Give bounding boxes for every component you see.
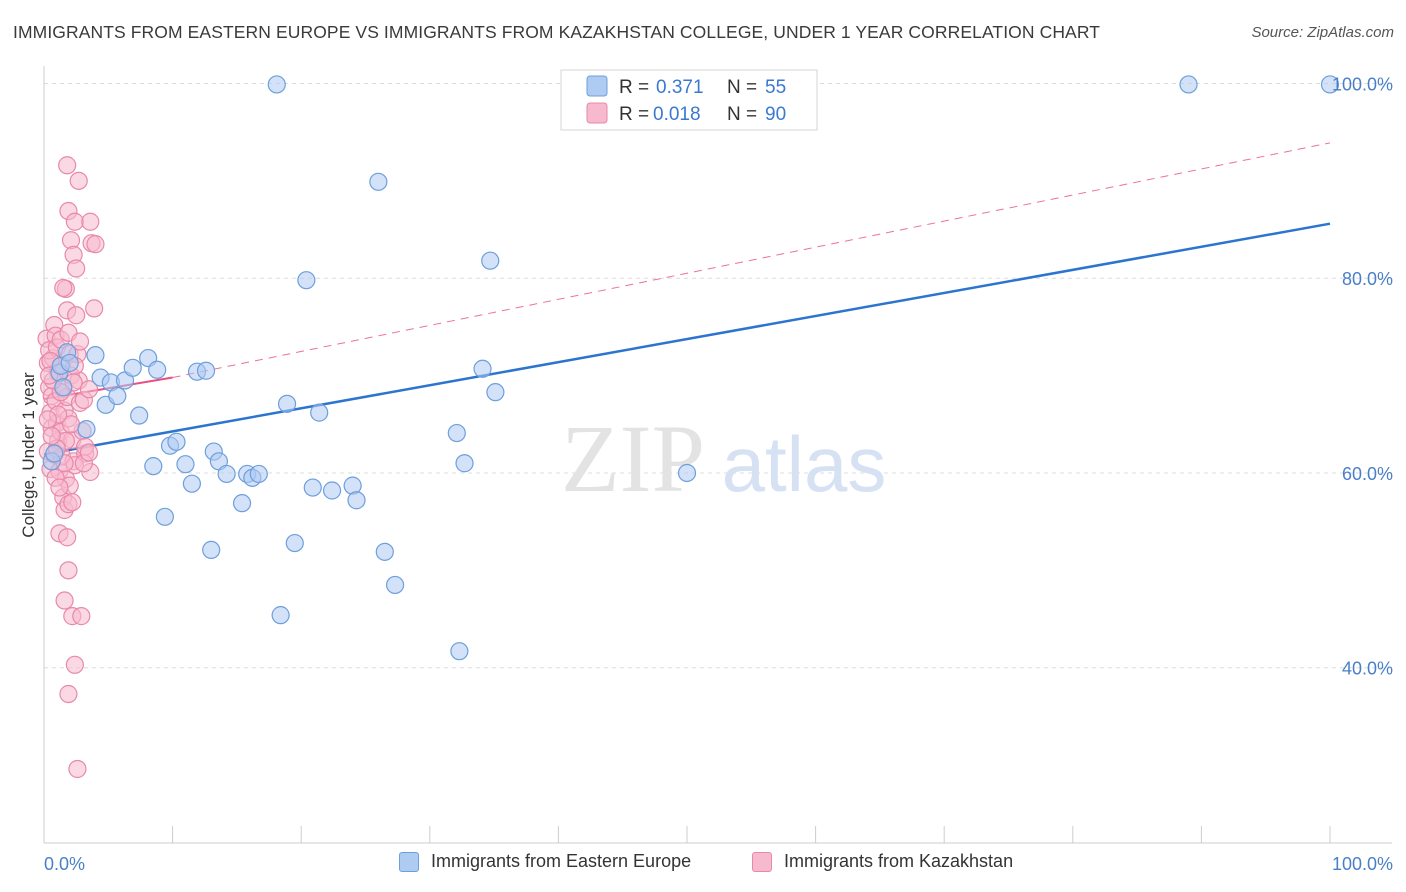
point-eastern-europe — [369, 172, 388, 191]
point-kazakhstan — [42, 426, 61, 446]
point-eastern-europe — [86, 346, 105, 365]
point-eastern-europe — [176, 455, 195, 474]
point-kazakhstan — [85, 299, 104, 318]
point-eastern-europe — [202, 540, 221, 560]
legend-r-label: R = — [619, 77, 649, 98]
point-eastern-europe — [1179, 75, 1198, 94]
point-eastern-europe — [271, 606, 290, 625]
point-kazakhstan — [55, 591, 74, 610]
y-tick-label: 60.0% — [1342, 464, 1393, 484]
point-eastern-europe — [148, 360, 167, 379]
point-eastern-europe — [123, 358, 142, 377]
legend-n-value: 55 — [765, 77, 786, 98]
point-kazakhstan — [72, 607, 91, 626]
point-eastern-europe — [297, 271, 316, 290]
trend-line-eastern-europe — [43, 222, 1331, 456]
point-kazakhstan — [38, 410, 57, 429]
point-kazakhstan — [65, 212, 84, 231]
point-kazakhstan — [63, 493, 82, 512]
point-eastern-europe — [450, 642, 469, 661]
legend-n-label: N = — [727, 77, 757, 98]
point-eastern-europe — [196, 361, 216, 380]
point-eastern-europe — [447, 423, 466, 443]
point-kazakhstan — [58, 156, 77, 175]
point-eastern-europe — [486, 383, 505, 402]
point-eastern-europe — [167, 432, 186, 451]
x-tick-label: 0.0% — [44, 854, 85, 874]
legend-swatch-blue — [586, 75, 608, 97]
point-eastern-europe — [249, 464, 268, 484]
point-eastern-europe — [77, 420, 96, 439]
point-eastern-europe — [45, 444, 64, 463]
legend-n-label: N = — [727, 104, 757, 125]
point-kazakhstan — [67, 306, 86, 325]
point-eastern-europe — [455, 454, 474, 473]
point-kazakhstan — [59, 684, 78, 704]
point-eastern-europe — [155, 507, 174, 526]
point-eastern-europe — [277, 394, 297, 413]
legend-r-value: 0.018 — [653, 104, 701, 125]
trend-line-kazakhstan-dashed — [172, 142, 1331, 379]
legend-swatch-pink — [586, 102, 608, 124]
point-eastern-europe — [375, 542, 394, 561]
source-label: Source: ZipAtlas.com — [1251, 24, 1394, 41]
point-eastern-europe — [144, 457, 163, 476]
watermark-zip: ZIP — [561, 405, 705, 512]
point-eastern-europe — [217, 464, 236, 484]
point-eastern-europe — [481, 251, 500, 270]
point-eastern-europe — [473, 359, 492, 378]
point-eastern-europe — [385, 575, 405, 595]
point-eastern-europe — [60, 353, 79, 373]
bottom-legend-label: Immigrants from Eastern Europe — [431, 851, 692, 871]
point-eastern-europe — [677, 463, 697, 483]
point-eastern-europe — [322, 481, 342, 500]
point-kazakhstan — [67, 259, 86, 278]
point-eastern-europe — [232, 494, 252, 513]
y-axis-label: College, Under 1 year — [19, 372, 38, 538]
tick-labels: 40.0% 60.0% 80.0% 100.0% 0.0% 100.0% — [44, 74, 1393, 874]
y-tick-label: 100.0% — [1332, 74, 1393, 94]
top-legend: R = 0.371 N = 55 R = 0.018 N = 90 — [560, 69, 818, 131]
bottom-legend-item-eastern-europe: Immigrants from Eastern Europe — [399, 851, 691, 872]
y-tick-label: 40.0% — [1342, 659, 1393, 679]
bottom-legend-label: Immigrants from Kazakhstan — [784, 851, 1014, 871]
point-kazakhstan — [86, 235, 105, 254]
point-kazakhstan — [81, 212, 100, 231]
point-eastern-europe — [347, 491, 366, 510]
watermark-atlas: atlas — [722, 420, 887, 508]
bottom-legend-swatch-blue — [399, 851, 419, 872]
point-kazakhstan — [70, 332, 90, 351]
point-eastern-europe — [285, 533, 304, 553]
point-kazakhstan — [79, 443, 99, 462]
y-tick-label: 80.0% — [1342, 269, 1393, 289]
point-kazakhstan — [69, 171, 88, 190]
point-eastern-europe — [182, 474, 201, 493]
points-eastern-europe — [42, 75, 1340, 661]
bottom-legend-item-kazakhstan: Immigrants from Kazakhstan — [752, 851, 1013, 872]
point-eastern-europe — [303, 478, 322, 497]
point-eastern-europe — [1320, 75, 1340, 94]
bottom-legend: Immigrants from Eastern Europe Immigrant… — [0, 851, 1406, 881]
point-kazakhstan — [65, 655, 84, 674]
legend-n-value: 90 — [765, 104, 786, 125]
point-eastern-europe — [310, 403, 329, 422]
legend-r-value: 0.371 — [656, 77, 704, 98]
point-eastern-europe — [54, 378, 73, 397]
chart-title: IMMIGRANTS FROM EASTERN EUROPE VS IMMIGR… — [13, 22, 1101, 42]
watermark: ZIP atlas — [561, 405, 886, 512]
legend-r-label: R = — [619, 104, 649, 125]
bottom-legend-swatch-pink — [752, 851, 772, 872]
point-kazakhstan — [58, 528, 77, 547]
point-kazakhstan — [59, 561, 78, 580]
point-kazakhstan — [68, 759, 87, 779]
point-eastern-europe — [267, 75, 286, 94]
axes — [43, 66, 1392, 844]
point-kazakhstan — [50, 478, 69, 497]
point-eastern-europe — [108, 386, 127, 406]
point-kazakhstan — [54, 278, 73, 298]
point-eastern-europe — [130, 406, 149, 425]
point-kazakhstan — [79, 380, 99, 399]
x-tick-label: 100.0% — [1332, 854, 1393, 874]
